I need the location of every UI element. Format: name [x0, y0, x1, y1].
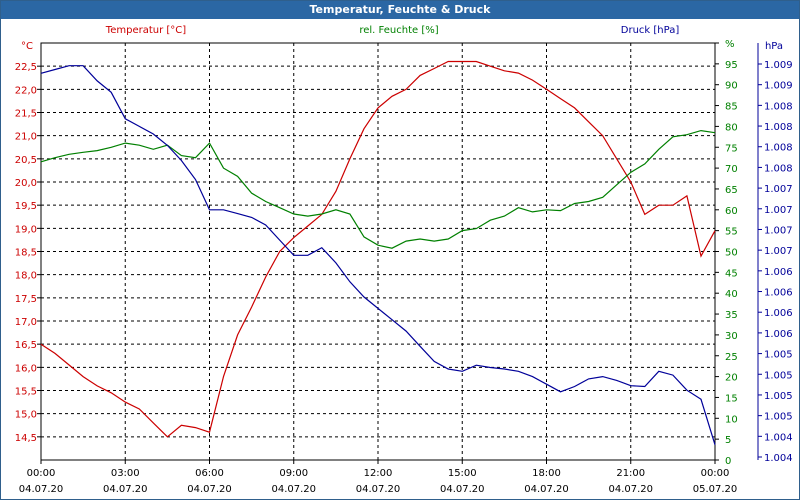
series-group: [40, 60, 716, 445]
humidity-tick-label: 50: [725, 248, 738, 259]
pressure-axis-label: Druck [hPa]: [621, 25, 680, 36]
series-pressure-line: [40, 65, 716, 445]
x-ticks: 00:00 04.07.20 03:00 04.07.20 06:00 04.07.20 0…: [19, 460, 738, 495]
temperature-tick-label: 19,5: [15, 201, 37, 212]
temperature-tick-label: 18,0: [15, 271, 37, 282]
humidity-ticks: 0 5 10 15 20 25 30 35 40 45 50 55 60 65 70 75 80 85 90 95%: [715, 39, 738, 467]
x-tick-date: 04.07.20: [103, 484, 148, 495]
x-tick-date: 05.07.20: [693, 484, 738, 495]
x-tick-date: 04.07.20: [187, 484, 232, 495]
temperature-tick-label: 22,5: [15, 62, 37, 73]
humidity-axis-label: rel. Feuchte [%]: [359, 25, 438, 36]
x-tick-time: 21:00: [616, 468, 645, 479]
pressure-tick-label: 1.005: [764, 370, 793, 381]
temperature-tick-label: 16,5: [15, 340, 37, 351]
pressure-ticks: 1.004 1.004 1.005 1.005 1.005 1.005 1.006 1.006…: [758, 60, 793, 464]
temperature-tick-label: 17,0: [15, 317, 37, 328]
series-humidity-line: [40, 129, 716, 249]
x-tick-date: 04.07.20: [608, 484, 653, 495]
pressure-tick-label: 1.007: [764, 225, 793, 236]
temperature-axis-unit: °C: [21, 41, 33, 52]
pressure-tick-label: 1.008: [764, 101, 793, 112]
pressure-axis-unit: hPa: [765, 41, 783, 52]
humidity-tick-label: 5: [725, 435, 731, 446]
pressure-tick-label: 1.008: [764, 163, 793, 174]
temperature-tick-label: 22,0: [15, 85, 37, 96]
temperature-tick-label: 18,5: [15, 248, 37, 259]
pressure-tick-label: 1.005: [764, 412, 793, 423]
x-tick-date: 04.07.20: [19, 484, 64, 495]
x-tick-time: 03:00: [111, 468, 140, 479]
x-tick-time: 00:00: [701, 468, 730, 479]
pressure-tick-label: 1.009: [764, 81, 793, 92]
humidity-tick-label: 65: [725, 185, 738, 196]
x-tick-time: 15:00: [448, 468, 477, 479]
x-tick-time: 06:00: [195, 468, 224, 479]
temperature-tick-label: 14,5: [15, 433, 37, 444]
x-tick-date: 04.07.20: [356, 484, 401, 495]
temperature-tick-label: 20,5: [15, 155, 37, 166]
x-tick-time: 12:00: [364, 468, 393, 479]
humidity-tick-label: 45: [725, 268, 738, 279]
temperature-ticks: 14,5 15,0 15,5 16,0 16,5 17,0 17,5 18,0 18,5 19,0…: [15, 62, 41, 444]
temperature-axis-label: Temperatur [°C]: [105, 25, 186, 36]
humidity-tick-label: 95: [725, 60, 738, 71]
x-tick-date: 04.07.20: [271, 484, 316, 495]
humidity-tick-label: 40: [725, 289, 738, 300]
humidity-tick-label: 0: [725, 456, 731, 467]
temperature-tick-label: 17,5: [15, 294, 37, 305]
humidity-tick-label: 25: [725, 352, 738, 363]
pressure-tick-label: 1.006: [764, 329, 793, 340]
humidity-tick-label: 20: [725, 373, 738, 384]
pressure-tick-label: 1.005: [764, 350, 793, 361]
x-tick-time: 00:00: [27, 468, 56, 479]
humidity-tick-label: 75: [725, 143, 738, 154]
pressure-tick-label: 1.005: [764, 391, 793, 402]
pressure-tick-label: 1.009: [764, 60, 793, 71]
temperature-tick-label: 16,0: [15, 363, 37, 374]
humidity-tick-label: 10: [725, 414, 738, 425]
humidity-tick-label: 70: [725, 164, 738, 175]
temperature-tick-label: 15,5: [15, 387, 37, 398]
pressure-tick-label: 1.008: [764, 122, 793, 133]
pressure-tick-label: 1.006: [764, 308, 793, 319]
humidity-tick-label: 30: [725, 331, 738, 342]
humidity-tick-label: 35: [725, 310, 738, 321]
pressure-tick-label: 1.007: [764, 205, 793, 216]
x-tick-time: 18:00: [532, 468, 561, 479]
chart: °C Temperatur [°C] rel. Feuchte [%] Druc…: [15, 25, 793, 495]
humidity-tick-label: 55: [725, 227, 738, 238]
x-tick-time: 09:00: [279, 468, 308, 479]
grid: [41, 43, 715, 460]
pressure-tick-label: 1.007: [764, 184, 793, 195]
series-temperature-line: [40, 60, 716, 438]
pressure-tick-label: 1.004: [764, 453, 793, 464]
chart-title: Temperatur, Feuchte & Druck: [1, 1, 799, 19]
pressure-tick-label: 1.006: [764, 288, 793, 299]
temperature-tick-label: 21,5: [15, 109, 37, 120]
x-tick-date: 04.07.20: [524, 484, 569, 495]
temperature-tick-label: 20,0: [15, 178, 37, 189]
humidity-tick-label: 60: [725, 206, 738, 217]
humidity-tick-label: 15: [725, 393, 738, 404]
humidity-tick-label: 90: [725, 81, 738, 92]
temperature-tick-label: 19,0: [15, 224, 37, 235]
temperature-tick-label: 15,0: [15, 410, 37, 421]
humidity-tick-label: 85: [725, 102, 738, 113]
humidity-tick-label: 80: [725, 122, 738, 133]
pressure-tick-label: 1.006: [764, 267, 793, 278]
x-tick-date: 04.07.20: [440, 484, 485, 495]
humidity-tick-label: %: [725, 39, 735, 50]
pressure-tick-label: 1.004: [764, 432, 793, 443]
pressure-tick-label: 1.007: [764, 246, 793, 257]
temperature-tick-label: 21,0: [15, 132, 37, 143]
pressure-tick-label: 1.008: [764, 143, 793, 154]
